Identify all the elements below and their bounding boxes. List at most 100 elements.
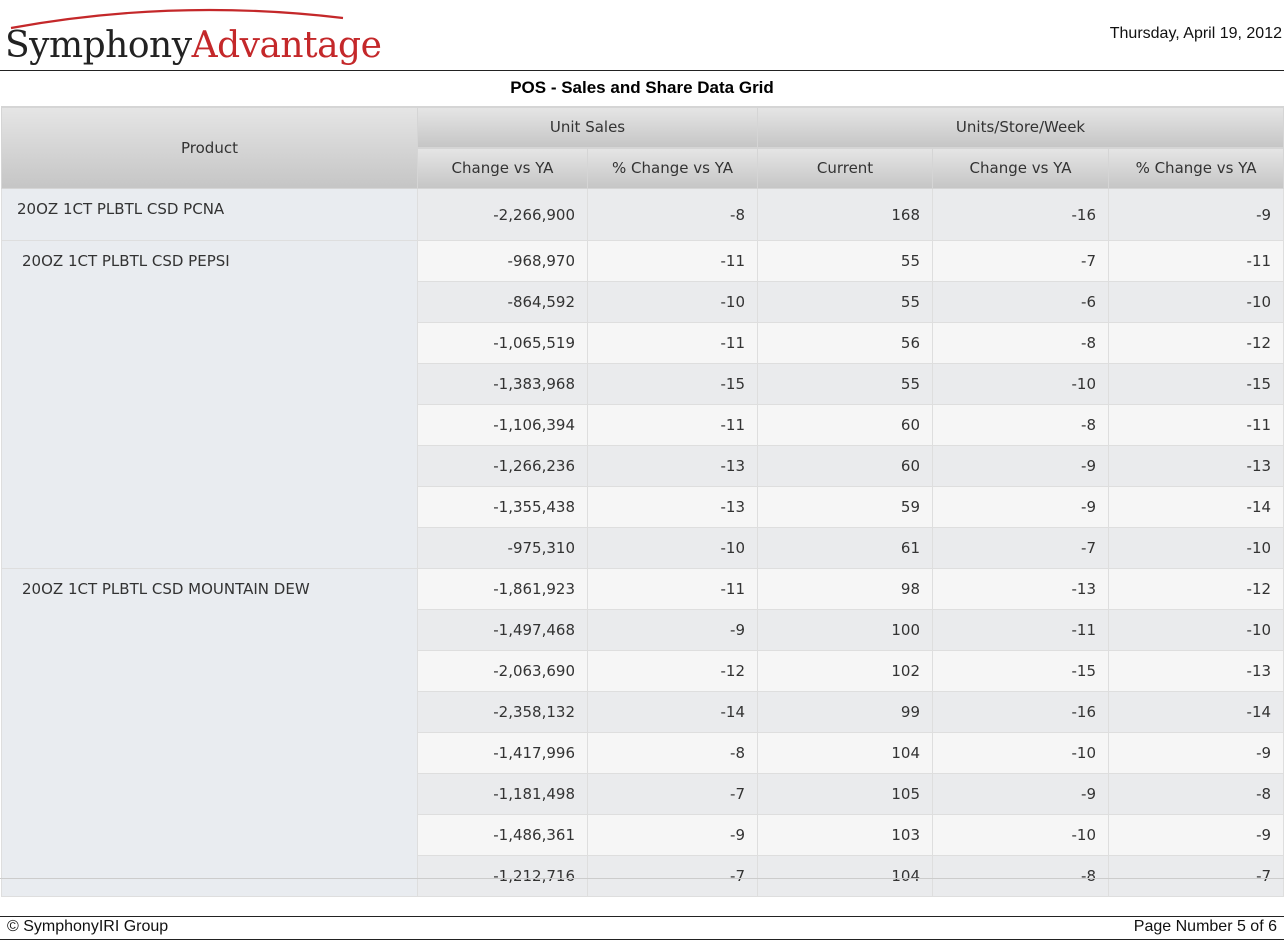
logo-wordmark: SymphonyAdvantage [5, 24, 382, 68]
product-cell: 20OZ 1CT PLBTL CSD PEPSI [1, 240, 418, 569]
symphony-advantage-logo: SymphonyAdvantage [5, 4, 382, 68]
table-cell: -8 [932, 404, 1110, 446]
table-cell: -6 [932, 281, 1110, 323]
table-row: -1,383,968 -15 55 -10 -15 [2, 363, 1284, 405]
table-cell: -2,063,690 [417, 650, 588, 692]
table-cell: -9 [586, 609, 759, 651]
table-cell: -8 [586, 732, 759, 774]
table-cell: 55 [757, 363, 934, 405]
unit-sales-group-header: Unit Sales [416, 106, 759, 148]
table-cell: -9 [1108, 814, 1284, 856]
table-cell: -8 [932, 322, 1110, 364]
table-row: 20OZ 1CT PLBTL CSD MOUNTAIN DEW -1,861,9… [1, 568, 1284, 897]
table-cell: 61 [757, 527, 934, 569]
copyright-text: © SymphonyIRI Group [7, 918, 169, 935]
table-cell: -7 [586, 773, 759, 815]
table-cell: -9 [932, 486, 1110, 528]
column-header: % Change vs YA [1108, 147, 1284, 189]
table-cell: 55 [757, 240, 934, 282]
table-cell: -10 [1108, 527, 1284, 569]
report-date: Thursday, April 19, 2012 [1109, 25, 1282, 42]
sales-share-data-grid: Product Unit Sales Units/Store/Week Chan… [1, 106, 1284, 897]
table-cell: -15 [1108, 363, 1284, 405]
table-cell: -1,181,498 [417, 773, 588, 815]
table-cell: -7 [1108, 855, 1284, 897]
logo-text-symphony: Symphony [5, 25, 192, 66]
table-cell: -1,497,468 [417, 609, 588, 651]
table-row: -1,181,498 -7 105 -9 -8 [2, 773, 1284, 815]
table-cell: -7 [932, 527, 1110, 569]
table-cell: -13 [1108, 650, 1284, 692]
table-cell: -11 [586, 240, 759, 282]
table-cell: 59 [757, 486, 934, 528]
table-cell: -13 [932, 568, 1110, 610]
table-cell: -1,861,923 [417, 568, 588, 610]
table-row: -2,063,690 -12 102 -15 -13 [2, 650, 1284, 692]
table-cell: -2,358,132 [417, 691, 588, 733]
table-cell: -11 [586, 568, 759, 610]
table-cell: -8 [586, 188, 759, 241]
table-cell: -13 [586, 486, 759, 528]
table-cell: -8 [932, 855, 1110, 897]
table-cell: -864,592 [417, 281, 588, 323]
report-footer: © SymphonyIRI Group Page Number 5 of 6 [0, 916, 1284, 940]
table-cell: -13 [1108, 445, 1284, 487]
table-row: -1,065,519 -11 56 -8 -12 [2, 322, 1284, 364]
table-cell: -1,417,996 [417, 732, 588, 774]
table-cell: -9 [586, 814, 759, 856]
table-row: -864,592 -10 55 -6 -10 [2, 281, 1284, 323]
table-cell: 105 [757, 773, 934, 815]
table-cell: -9 [932, 445, 1110, 487]
table-cell: -2,266,900 [417, 188, 588, 241]
report-header: SymphonyAdvantage Thursday, April 19, 20… [0, 0, 1284, 71]
table-cell: -7 [932, 240, 1110, 282]
units-store-week-group-header: Units/Store/Week [757, 106, 1284, 148]
logo-swoosh-icon [10, 8, 344, 30]
table-cell: -9 [1108, 732, 1284, 774]
table-cell: -14 [1108, 691, 1284, 733]
table-row: -1,497,468 -9 100 -11 -10 [2, 609, 1284, 651]
table-cell: 60 [757, 445, 934, 487]
table-cell: -14 [1108, 486, 1284, 528]
table-row: -1,106,394 -11 60 -8 -11 [2, 404, 1284, 446]
table-cell: -975,310 [417, 527, 588, 569]
table-cell: -1,065,519 [417, 322, 588, 364]
column-header: % Change vs YA [586, 147, 759, 189]
table-cell: -11 [1108, 240, 1284, 282]
table-cell: -10 [932, 732, 1110, 774]
table-cell: -10 [932, 814, 1110, 856]
table-cell: 104 [757, 855, 934, 897]
table-cell: -1,266,236 [417, 445, 588, 487]
table-cell: -11 [932, 609, 1110, 651]
table-row: 20OZ 1CT PLBTL CSD PEPSI -968,970 -11 55… [1, 240, 1284, 569]
table-cell: 56 [757, 322, 934, 364]
table-cell: -11 [586, 322, 759, 364]
table-cell: 102 [757, 650, 934, 692]
table-cell: -8 [1108, 773, 1284, 815]
table-row: -1,486,361 -9 103 -10 -9 [2, 814, 1284, 856]
table-cell: -14 [586, 691, 759, 733]
table-cell: 100 [757, 609, 934, 651]
logo-text-advantage: Advantage [191, 25, 382, 66]
table-cell: -10 [586, 281, 759, 323]
table-cell: -10 [1108, 281, 1284, 323]
table-cell: 98 [757, 568, 934, 610]
table-cell: -16 [932, 188, 1110, 241]
table-cell: -9 [932, 773, 1110, 815]
table-cell: 104 [757, 732, 934, 774]
table-cell: -1,486,361 [417, 814, 588, 856]
table-cell: -15 [932, 650, 1110, 692]
table-cell: 168 [757, 188, 934, 241]
table-row: -1,417,996 -8 104 -10 -9 [2, 732, 1284, 774]
table-cell: 99 [757, 691, 934, 733]
table-cell: -9 [1108, 188, 1284, 241]
table-cell: -1,106,394 [417, 404, 588, 446]
column-header: Change vs YA [932, 147, 1110, 189]
table-cell: -12 [1108, 322, 1284, 364]
column-header: Current [757, 147, 934, 189]
table-cell: -10 [586, 527, 759, 569]
group-header-row: Product Unit Sales Units/Store/Week [1, 106, 1284, 189]
table-cell: -1,355,438 [417, 486, 588, 528]
table-cell: -10 [932, 363, 1110, 405]
product-cell: 20OZ 1CT PLBTL CSD PCNA [1, 188, 418, 241]
